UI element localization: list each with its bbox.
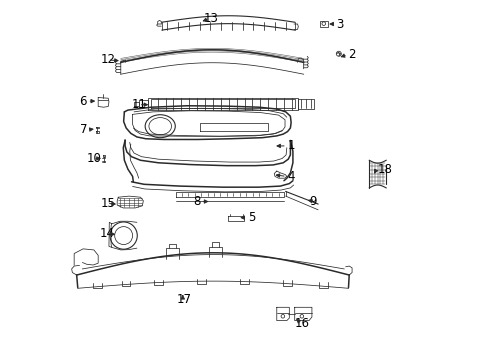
Text: 18: 18: [376, 163, 391, 176]
Text: 3: 3: [335, 18, 343, 31]
Text: 15: 15: [100, 197, 115, 210]
Text: 1: 1: [287, 139, 294, 152]
Text: 16: 16: [294, 317, 309, 330]
Text: 2: 2: [348, 48, 355, 61]
Text: 14: 14: [99, 227, 114, 240]
Text: 7: 7: [80, 123, 87, 136]
Text: 9: 9: [308, 195, 316, 208]
Text: 5: 5: [247, 211, 255, 224]
Text: 10: 10: [86, 152, 102, 165]
Text: 11: 11: [131, 98, 146, 111]
Text: 6: 6: [80, 95, 87, 108]
Text: 4: 4: [287, 170, 294, 183]
Text: 13: 13: [203, 12, 218, 25]
Text: 8: 8: [193, 195, 201, 208]
Text: 17: 17: [176, 293, 191, 306]
Text: 12: 12: [101, 53, 116, 66]
